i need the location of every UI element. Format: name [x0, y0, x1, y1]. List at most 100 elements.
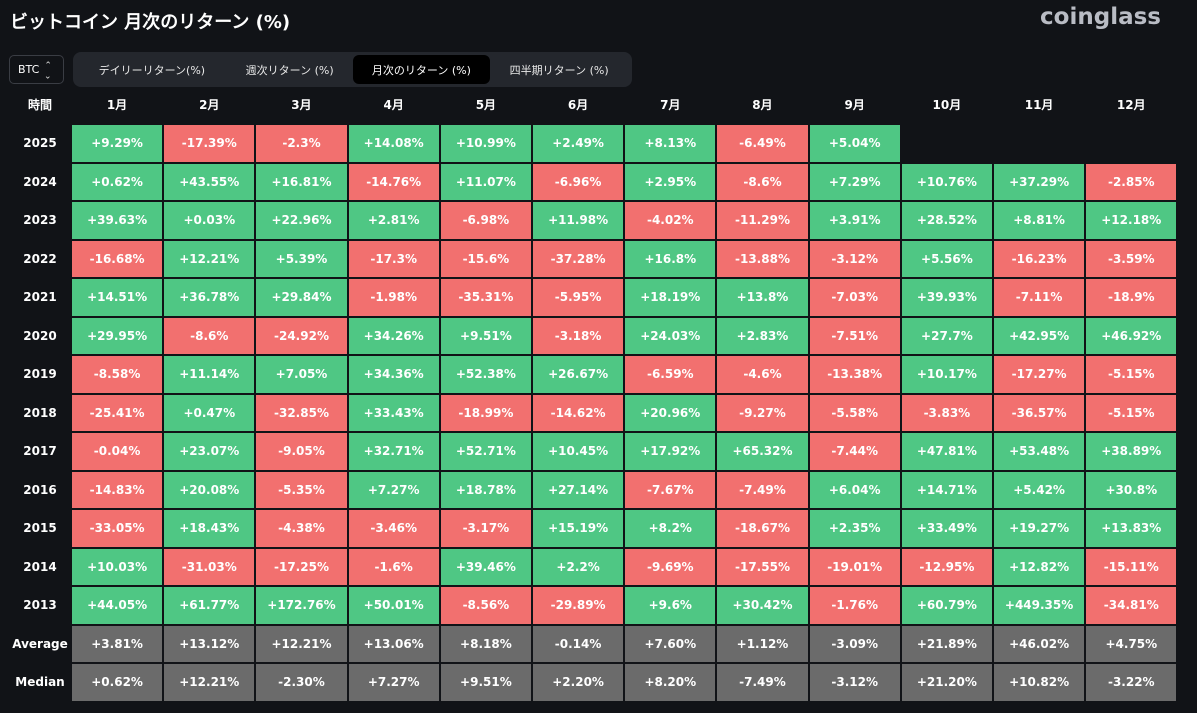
summary-cell: +46.02% — [994, 625, 1085, 662]
return-cell: +7.27% — [348, 471, 439, 508]
tab-2[interactable]: 週次リターン (%) — [245, 63, 334, 77]
return-cell: +5.39% — [256, 240, 347, 277]
summary-cell: +7.27% — [348, 664, 439, 701]
return-cell: -24.92% — [256, 317, 347, 354]
return-cell: -16.68% — [72, 240, 163, 277]
chevron-up-down-icon: ⌃ ⌃ — [44, 60, 52, 79]
summary-cell: +4.75% — [1086, 625, 1177, 662]
return-cell: +27.7% — [901, 317, 992, 354]
column-header: 1月 — [106, 97, 128, 112]
return-cell: +46.92% — [1086, 317, 1177, 354]
return-cell: -8.56% — [440, 587, 531, 624]
return-cell: +14.51% — [72, 279, 163, 316]
return-cell: -37.28% — [533, 240, 624, 277]
year-label: 2017 — [23, 444, 57, 459]
return-cell: +22.96% — [256, 202, 347, 239]
return-cell: -17.55% — [717, 548, 808, 585]
return-cell: -17.3% — [348, 240, 439, 277]
summary-cell: +13.12% — [164, 625, 255, 662]
return-cell: -18.67% — [717, 510, 808, 547]
return-cell: +29.95% — [72, 317, 163, 354]
return-cell: -3.17% — [440, 510, 531, 547]
tab-1[interactable]: デイリーリターン(%) — [98, 63, 206, 77]
summary-cell: -7.49% — [717, 664, 808, 701]
return-cell: +12.21% — [164, 240, 255, 277]
table-header: 時間 1月 2月 3月 4月 5月 6月 7月 8月 9月 10月 11月 12月 — [0, 87, 1197, 121]
return-cell: +65.32% — [717, 433, 808, 470]
return-cell: +44.05% — [72, 587, 163, 624]
return-cell: -3.18% — [533, 317, 624, 354]
return-cell: +42.95% — [994, 317, 1085, 354]
return-cell: -7.51% — [809, 317, 900, 354]
return-cell: -31.03% — [164, 548, 255, 585]
return-cell: -33.05% — [72, 510, 163, 547]
return-cell: +9.6% — [625, 587, 716, 624]
summary-cell: -3.12% — [809, 664, 900, 701]
year-label: 2014 — [23, 559, 57, 574]
return-cell: +5.04% — [809, 125, 900, 162]
return-cell: +33.43% — [348, 394, 439, 431]
return-cell: +28.52% — [901, 202, 992, 239]
return-cell: -9.27% — [717, 394, 808, 431]
coin-select-value: BTC — [18, 63, 40, 76]
coinglass-logo[interactable]: coinglass — [1040, 4, 1161, 30]
return-cell: +33.49% — [901, 510, 992, 547]
return-cell: +2.81% — [348, 202, 439, 239]
return-cell: +2.83% — [717, 317, 808, 354]
return-cell: -4.6% — [717, 356, 808, 393]
tab-4[interactable]: 四半期リターン (%) — [509, 63, 609, 77]
column-header: 9月 — [844, 97, 865, 112]
return-cell: -36.57% — [994, 394, 1085, 431]
summary-cell: +21.20% — [901, 664, 992, 701]
return-cell: -2.85% — [1086, 163, 1177, 200]
return-cell: +13.83% — [1086, 510, 1177, 547]
return-cell: +11.98% — [533, 202, 624, 239]
return-cell: +18.43% — [164, 510, 255, 547]
return-cell: +37.29% — [994, 163, 1085, 200]
coin-select[interactable]: BTC ⌃ ⌃ — [9, 55, 64, 84]
return-cell: +9.29% — [72, 125, 163, 162]
return-cell: +14.08% — [348, 125, 439, 162]
return-cell: -18.99% — [440, 394, 531, 431]
return-cell: +61.77% — [164, 587, 255, 624]
return-cell: +34.36% — [348, 356, 439, 393]
return-cell: +8.2% — [625, 510, 716, 547]
year-label: 2018 — [23, 405, 57, 420]
return-cell: +43.55% — [164, 163, 255, 200]
return-cell: -8.6% — [717, 163, 808, 200]
return-cell: -8.6% — [164, 317, 255, 354]
return-cell: +10.03% — [72, 548, 163, 585]
return-cell: -8.58% — [72, 356, 163, 393]
return-cell: -3.83% — [901, 394, 992, 431]
page-title: ビットコイン 月次のリターン (%) — [10, 12, 291, 33]
column-header: 2月 — [199, 97, 220, 112]
return-cell: +10.76% — [901, 163, 992, 200]
column-header: 10月 — [932, 97, 962, 112]
column-header: 7月 — [660, 97, 681, 112]
summary-cell: +10.82% — [994, 664, 1085, 701]
return-cell: -12.95% — [901, 548, 992, 585]
return-cell: -4.02% — [625, 202, 716, 239]
return-cell: -15.6% — [440, 240, 531, 277]
return-cell: +36.78% — [164, 279, 255, 316]
return-cell: +12.18% — [1086, 202, 1177, 239]
corner-label: 時間 — [27, 97, 52, 112]
return-cell: -5.15% — [1086, 356, 1177, 393]
return-cell: +38.89% — [1086, 433, 1177, 470]
return-cell: +7.05% — [256, 356, 347, 393]
return-cell: -4.38% — [256, 510, 347, 547]
return-cell: -17.27% — [994, 356, 1085, 393]
return-cell: -11.29% — [717, 202, 808, 239]
return-cell: +2.49% — [533, 125, 624, 162]
return-cell: +172.76% — [256, 587, 347, 624]
return-cell: -1.76% — [809, 587, 900, 624]
return-cell: +15.19% — [533, 510, 624, 547]
return-cell: +5.56% — [901, 240, 992, 277]
return-cell: +2.2% — [533, 548, 624, 585]
tab-3[interactable]: 月次のリターン (%) — [352, 55, 491, 84]
return-cell: +39.46% — [440, 548, 531, 585]
return-cell: +9.51% — [440, 317, 531, 354]
return-cell: +3.91% — [809, 202, 900, 239]
return-cell: -6.98% — [440, 202, 531, 239]
